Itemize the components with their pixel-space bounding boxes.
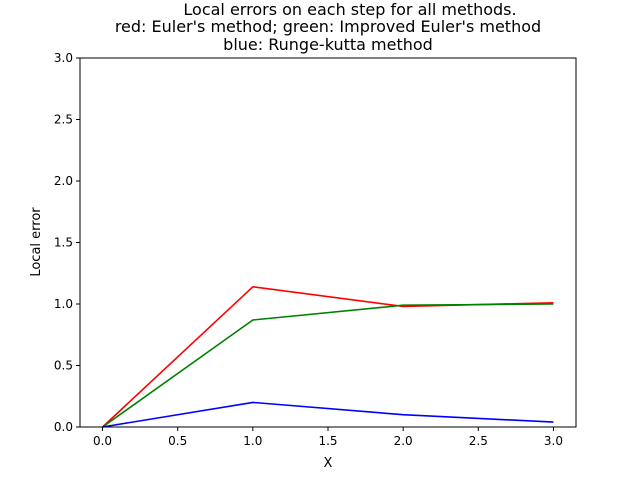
y-tick-label: 1.5	[54, 236, 73, 250]
x-tick-label: 1.5	[318, 434, 337, 448]
x-tick-label: 3.0	[544, 434, 563, 448]
y-tick-label: 1.0	[54, 297, 73, 311]
y-axis-label: Local error	[29, 207, 44, 277]
y-tick-label: 0.5	[54, 359, 73, 373]
x-tick-label: 2.0	[394, 434, 413, 448]
series-line-1	[102, 303, 554, 428]
chart-title-line-3: blue: Runge-kutta method	[223, 35, 433, 54]
plot-area	[102, 285, 554, 428]
series-line-2	[102, 401, 554, 428]
x-axis-label: X	[324, 456, 333, 471]
x-tick-label: 2.5	[469, 434, 488, 448]
y-tick-label: 2.5	[54, 113, 73, 127]
chart-title-line-2: red: Euler's method; green: Improved Eul…	[115, 17, 541, 36]
plot-frame	[79, 57, 577, 428]
x-tick-label: 0.0	[93, 434, 112, 448]
series-line-0	[102, 285, 554, 428]
y-tick-label: 3.0	[54, 51, 73, 65]
x-tick-label: 1.0	[243, 434, 262, 448]
x-tick-label: 0.5	[168, 434, 187, 448]
chart-title-line-1: Local errors on each step for all method…	[183, 0, 516, 19]
y-tick-label: 2.0	[54, 174, 73, 188]
y-tick-label: 0.0	[54, 420, 73, 434]
axes-ticks: 0.0 0.5 1.0 1.5 2.0 2.5 3.0 0.0 0.5 1.0 1.5 2.0 2.5 3…	[54, 51, 563, 448]
